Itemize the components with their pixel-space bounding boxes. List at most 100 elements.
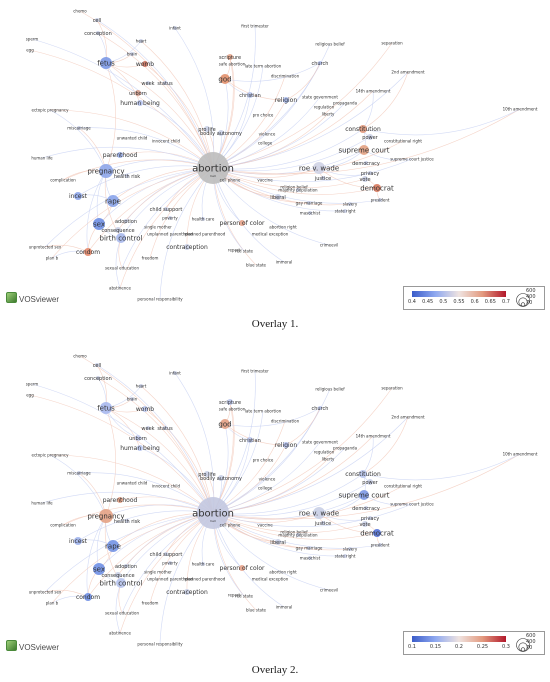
node-scripture[interactable]: [227, 54, 233, 60]
node-label-propaganda[interactable]: propaganda: [333, 445, 358, 450]
node-label-privacy[interactable]: privacy: [361, 516, 379, 522]
node-label-safe-abortion[interactable]: safe abortion: [219, 406, 246, 411]
node-label-slavery[interactable]: slavery: [343, 201, 358, 206]
node-label-hell[interactable]: hell: [210, 519, 216, 523]
node-label-religion[interactable]: religion: [275, 442, 298, 449]
node-label-report[interactable]: report: [228, 592, 241, 597]
node-cell[interactable]: [95, 363, 99, 367]
node-label-2nd-amendment[interactable]: 2nd amendment: [391, 69, 425, 74]
node-rape[interactable]: [107, 540, 119, 552]
node-label-scripture[interactable]: scripture: [219, 55, 241, 61]
node-abortion[interactable]: [197, 152, 229, 184]
node-label-human-being[interactable]: human being: [120, 100, 160, 107]
node-label-regulation[interactable]: regulation: [314, 104, 335, 109]
node-label-freedom[interactable]: freedom: [142, 255, 159, 260]
node-president[interactable]: [378, 198, 382, 202]
node-parenthood[interactable]: [117, 152, 123, 158]
node-vote[interactable]: [362, 176, 368, 182]
node-masochist[interactable]: [308, 211, 312, 215]
node-label-abstinence[interactable]: abstinence: [109, 285, 131, 290]
node-pregnancy[interactable]: [99, 509, 113, 523]
node-state-right[interactable]: [343, 554, 347, 558]
node-christian[interactable]: [247, 92, 253, 98]
node-label-brain[interactable]: brain: [127, 51, 138, 56]
node-womb[interactable]: [142, 61, 148, 67]
node-gay-marriage[interactable]: [307, 546, 311, 550]
node-label-medical-exception[interactable]: medical exception: [252, 231, 289, 236]
node-label-liberal[interactable]: liberal: [270, 540, 286, 546]
node-brain[interactable]: [130, 397, 134, 401]
node-label-pro-life[interactable]: pro life: [198, 472, 215, 478]
node-label-person-of-color[interactable]: person of color: [220, 565, 265, 572]
node-label-constitutional-right[interactable]: constitutional right: [384, 483, 422, 488]
node-label-first-trimester[interactable]: first trimester: [241, 368, 269, 373]
node-democrat[interactable]: [373, 529, 381, 537]
node-label-constitutional-right[interactable]: constitutional right: [384, 138, 422, 143]
node-label-slavery[interactable]: slavery: [343, 546, 358, 551]
node-label-religious-belief[interactable]: religious belief: [315, 41, 345, 46]
node-label-human-being[interactable]: human being: [120, 445, 160, 452]
node-incest[interactable]: [74, 192, 82, 200]
node-heart[interactable]: [139, 384, 143, 388]
node-privacy[interactable]: [368, 516, 372, 520]
node-label-unprotected-sex[interactable]: unprotected sex: [29, 589, 62, 594]
node-conception[interactable]: [96, 376, 100, 380]
node-label-person-of-color[interactable]: person of color: [220, 220, 265, 227]
node-label-birth-control[interactable]: birth control: [100, 234, 143, 242]
node-religion[interactable]: [283, 442, 289, 448]
node-label-discrimination[interactable]: discrimination: [271, 73, 300, 78]
node-supreme-court[interactable]: [359, 490, 369, 500]
node-label-condom[interactable]: condom: [76, 249, 100, 256]
node-label-abortion-right[interactable]: abortion right: [269, 224, 297, 229]
node-label-gay-marriage[interactable]: gay marriage: [296, 545, 323, 550]
node-health-risk[interactable]: [125, 174, 129, 178]
node-label-majority-population[interactable]: majority population: [278, 187, 318, 192]
node-health-care[interactable]: [201, 217, 205, 221]
node-label-church[interactable]: church: [312, 406, 329, 412]
node-president[interactable]: [378, 543, 382, 547]
node-parenthood[interactable]: [117, 497, 123, 503]
node-label-complication[interactable]: complication: [50, 177, 76, 182]
node-democrat[interactable]: [373, 184, 381, 192]
node-label-unplanned-parenthood[interactable]: unplanned parenthood: [147, 576, 193, 581]
node-birth-control[interactable]: [116, 578, 126, 588]
node-sex[interactable]: [93, 563, 105, 575]
node-label-poverty[interactable]: poverty: [162, 560, 178, 565]
node-condom[interactable]: [84, 593, 92, 601]
node-label-status[interactable]: status: [157, 81, 173, 87]
node-label-power[interactable]: power: [362, 135, 378, 141]
node-label-state-government[interactable]: state government: [302, 94, 338, 99]
node-label-chemo[interactable]: chemo: [73, 8, 87, 13]
node-label-abstinence[interactable]: abstinence: [109, 630, 131, 635]
node-label-vote[interactable]: vote: [359, 177, 370, 183]
node-label-rape[interactable]: rape: [105, 197, 121, 205]
node-label-innocent-child[interactable]: innocent child: [152, 138, 181, 143]
node-label-incest[interactable]: incest: [69, 538, 88, 545]
node-contraception[interactable]: [184, 589, 190, 595]
node-health-risk[interactable]: [125, 519, 129, 523]
node-label-pregnancy[interactable]: pregnancy: [87, 512, 124, 520]
node-label-plan-b[interactable]: plan b: [46, 600, 59, 605]
node-label-miscarriage[interactable]: miscarriage: [67, 125, 91, 130]
node-label-president[interactable]: president: [371, 197, 390, 202]
node-label-14th-amendment[interactable]: 14th amendment: [356, 88, 391, 93]
node-label-human-life[interactable]: human life: [31, 155, 53, 160]
node-conception[interactable]: [96, 31, 100, 35]
node-label-constitution[interactable]: constitution: [345, 126, 381, 133]
node-label-health-risk[interactable]: health risk: [114, 519, 140, 525]
node-label-liberty[interactable]: liberty: [322, 456, 335, 461]
node-label-complication[interactable]: complication: [50, 522, 76, 527]
node-label-contraception[interactable]: contraception: [166, 244, 208, 251]
node-person-of-color[interactable]: [239, 565, 245, 571]
node-state-right[interactable]: [343, 209, 347, 213]
node-church[interactable]: [318, 406, 322, 410]
node-label-consequence[interactable]: consequence: [101, 228, 134, 234]
node-label-chemo[interactable]: chemo: [73, 353, 87, 358]
node-label-medical-exception[interactable]: medical exception: [252, 576, 289, 581]
node-label-cell[interactable]: cell: [93, 363, 102, 369]
node-label-health-risk[interactable]: health risk: [114, 174, 140, 180]
node-label-democrat[interactable]: democrat: [360, 529, 394, 537]
node-label-gay-marriage[interactable]: gay marriage: [296, 200, 323, 205]
node-label-heart[interactable]: heart: [136, 38, 147, 43]
